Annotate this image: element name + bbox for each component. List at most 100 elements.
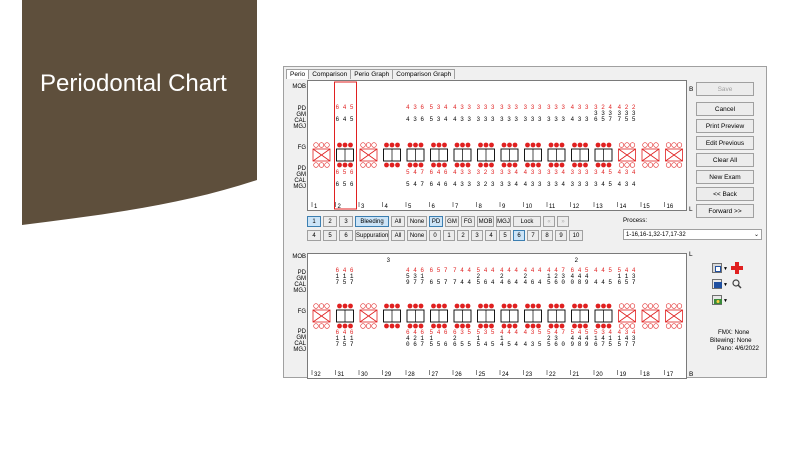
bleeding-dot [530, 142, 536, 148]
chevron-down-icon[interactable]: ▼ [723, 298, 728, 304]
chevron-down-icon[interactable]: ▼ [723, 282, 728, 288]
tooth-chart-icon[interactable] [712, 263, 722, 273]
site-dot-empty [676, 162, 683, 168]
toolbar-button-0[interactable]: 0 [429, 230, 441, 241]
toolbar-button-2[interactable]: 2 [457, 230, 469, 241]
tooth-number: 14 [620, 204, 627, 210]
forward-button[interactable]: Forward >> [696, 204, 754, 218]
toolbar-button-6[interactable]: 6 [339, 230, 353, 241]
perio-value: 3 3 3 [477, 116, 495, 123]
back-button[interactable]: << Back [696, 187, 754, 201]
toolbar-button-lock[interactable]: Lock [513, 216, 541, 227]
toolbar-button-mob[interactable]: MOB [477, 216, 494, 227]
clear-all-button[interactable]: Clear All [696, 153, 754, 167]
xray-icon[interactable] [712, 279, 722, 289]
toolbar-button-5[interactable]: 5 [323, 230, 337, 241]
toolbar-button-4[interactable]: 4 [307, 230, 321, 241]
tab-perio-graph[interactable]: Perio Graph [350, 69, 394, 79]
new-exam-button[interactable]: New Exam [696, 170, 754, 184]
toolbar-button-3[interactable]: 3 [471, 230, 483, 241]
bleeding-dot [548, 323, 554, 329]
tab-perio[interactable]: Perio [286, 69, 310, 79]
toolbar-button-1[interactable]: 1 [307, 216, 321, 227]
site-dot-empty [618, 162, 625, 168]
bleeding-dot [501, 142, 507, 148]
tooth-number: 28 [408, 372, 415, 378]
bleeding-dot [389, 303, 395, 309]
perio-value: 3 3 4 [500, 181, 518, 188]
bleeding-dot [418, 303, 424, 309]
site-dot-empty [624, 142, 630, 148]
bleeding-dot [431, 162, 436, 168]
perio-value: 3 3 4 [547, 181, 565, 188]
print-preview-button[interactable]: Print Preview [696, 119, 754, 133]
toolbar-button-all[interactable]: All [391, 216, 405, 227]
toolbar-button-none[interactable]: None [407, 216, 427, 227]
bleeding-dot [395, 323, 400, 329]
toolbar-button-9[interactable]: 9 [555, 230, 567, 241]
bleeding-dot [606, 162, 612, 168]
toolbar-button-mgj[interactable]: MGJ [496, 216, 511, 227]
bleeding-dot [577, 142, 583, 148]
red-cross-icon[interactable] [730, 261, 744, 275]
cancel-button[interactable]: Cancel [696, 102, 754, 116]
save-button[interactable]: Save [696, 82, 754, 96]
tooth-number: 15 [643, 204, 650, 210]
toolbar-button-8[interactable]: 8 [541, 230, 553, 241]
toolbar-button-6[interactable]: 6 [513, 230, 525, 241]
missing-tooth [665, 309, 683, 323]
chevron-down-icon[interactable]: ▼ [723, 266, 728, 272]
search-icon[interactable] [732, 279, 742, 289]
toolbar-button-3[interactable]: 3 [339, 216, 353, 227]
perio-value: 1 [477, 335, 481, 342]
row-label-pd: PD [297, 106, 306, 112]
row-label-gm-lower-lingual: GM [296, 335, 306, 341]
row-label-pd-lower-lingual: PD [297, 329, 306, 335]
toolbar-button-none[interactable]: None [407, 230, 427, 241]
perio-value: 5 4 6 [430, 329, 448, 336]
toolbar-button-bleeding[interactable]: Bleeding [355, 216, 389, 227]
toolbar-button-2[interactable]: 2 [323, 216, 337, 227]
row-label-cal: CAL [294, 118, 306, 124]
perio-value: 0 6 7 [406, 341, 424, 348]
toolbar-button-1[interactable]: 1 [443, 230, 455, 241]
toolbar-button-7[interactable]: 7 [527, 230, 539, 241]
bleeding-dot [483, 323, 489, 329]
toolbar-button-pd[interactable]: PD [429, 216, 443, 227]
perio-value: 5 3 4 [594, 329, 612, 336]
toolbar-button-gm[interactable]: GM [445, 216, 459, 227]
camera-icon[interactable] [712, 295, 722, 305]
missing-tooth [312, 148, 331, 162]
tab-comparison[interactable]: Comparison [308, 69, 352, 79]
bleeding-dot [512, 303, 518, 309]
tooth-number: 32 [314, 372, 321, 378]
bleeding-dot [348, 142, 353, 148]
site-dot-empty [365, 323, 372, 329]
perio-value: 6 5 7 [594, 116, 612, 123]
toolbar-button--[interactable]: « [543, 216, 555, 227]
tooth-number: 27 [432, 372, 439, 378]
perio-value: 1 1 1 [336, 273, 354, 280]
perio-value: 2 [453, 335, 457, 342]
site-dot-empty [318, 323, 325, 329]
perio-value: 4 4 4 [500, 329, 518, 336]
bleeding-dot [530, 303, 536, 309]
toolbar-button-fg[interactable]: FG [461, 216, 475, 227]
perio-value: 5 4 7 [547, 329, 565, 336]
perio-value: 6 4 6 [430, 181, 448, 188]
toolbar-button-4[interactable]: 4 [485, 230, 497, 241]
row-label-fg-lower: FG [297, 309, 306, 315]
toolbar-button-10[interactable]: 10 [569, 230, 583, 241]
toolbar-button-5[interactable]: 5 [499, 230, 511, 241]
tab-comparison-graph[interactable]: Comparison Graph [392, 69, 456, 79]
perio-value: 4 3 5 [524, 341, 542, 348]
process-select[interactable]: 1-16,16-1,32-17,17-32 ⌄ [623, 229, 762, 240]
bleeding-dot [483, 162, 489, 168]
tooth-number: 10 [526, 204, 533, 210]
toolbar-button-suppuration[interactable]: Suppuration [355, 230, 389, 241]
toolbar-button-all[interactable]: All [391, 230, 405, 241]
toolbar-button--[interactable]: » [557, 216, 569, 227]
edit-previous-button[interactable]: Edit Previous [696, 136, 754, 150]
